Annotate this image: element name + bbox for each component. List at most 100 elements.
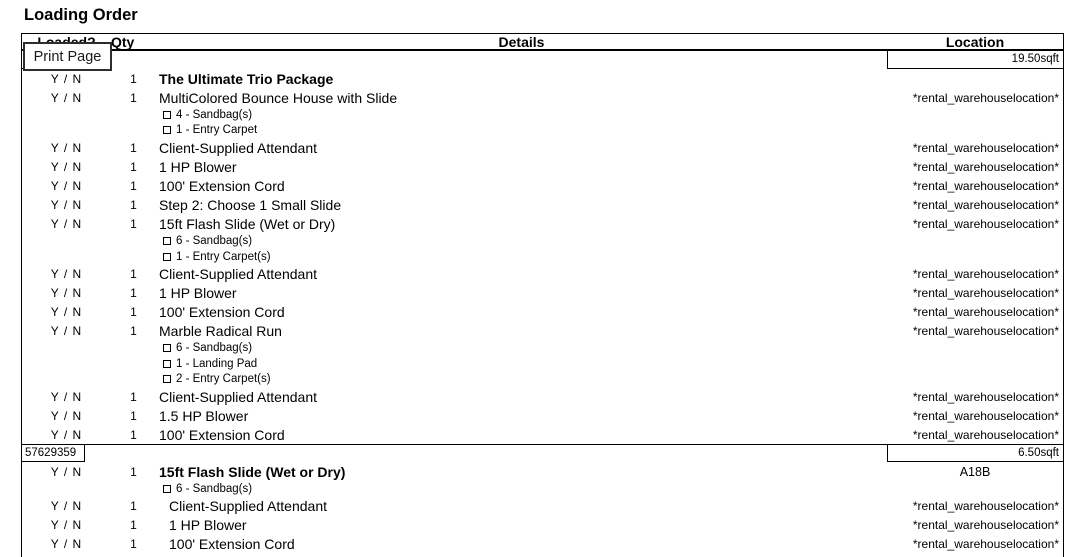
accessory-row: 6 - Sandbag(s) (22, 233, 1063, 249)
accessory-content: 6 - Sandbag(s) (156, 483, 1063, 495)
loaded-yn-cell: Y / N (50, 304, 83, 319)
qty-cell: 1 (130, 90, 137, 105)
checkbox-icon (163, 484, 171, 493)
loaded-yn-cell: Y / N (50, 159, 83, 174)
details-cell: Client-Supplied Attendant (159, 265, 317, 282)
qty-cell: 1 (130, 216, 137, 231)
details-cell: 100' Extension Cord (169, 536, 295, 553)
order-number: 57629359 (22, 445, 85, 463)
checkbox-icon (163, 126, 171, 135)
sqft-value: 6.50sqft (887, 445, 1063, 463)
details-cell: Client-Supplied Attendant (159, 388, 317, 405)
loaded-yn-cell: Y / N (50, 178, 83, 193)
details-cell: 15ft Flash Slide (Wet or Dry) (159, 215, 336, 232)
table-row: Y / N 1 Client-Supplied Attendant *rental_w… (22, 138, 1063, 157)
table-row: Y / N 1 100' Extension Cord *rental_warehou… (22, 176, 1063, 195)
location-cell: *rental_warehouselocation* (912, 499, 1059, 514)
table-row: Y / N 1 100' Extension Cord *rental_warehou… (22, 425, 1063, 444)
accessory-label: 6 - Sandbag(s) (176, 342, 253, 355)
checkbox-icon (163, 359, 171, 368)
accessory-content: 1 - Landing Pad (156, 358, 1063, 370)
qty-cell: 1 (130, 323, 137, 338)
location-cell: *rental_warehouselocation* (912, 178, 1059, 193)
loaded-yn-cell: Y / N (50, 408, 83, 423)
loaded-yn-cell: Y / N (50, 464, 83, 479)
qty-cell: 1 (130, 499, 137, 514)
loaded-yn-cell: Y / N (50, 216, 83, 231)
print-page-button[interactable]: Print Page (23, 42, 112, 71)
table-row: Y / N 1 1.5 HP Blower *rental_warehouseloca… (22, 406, 1063, 425)
table-row: Y / N 1 Client-Supplied Attendant *rental_w… (22, 387, 1063, 406)
page-title: Loading Order (24, 6, 138, 24)
header-details: Details (498, 33, 545, 50)
table-row: Y / N 1 Client-Supplied Attendant *rental_w… (22, 497, 1063, 516)
accessory-content: 6 - Sandbag(s) (156, 342, 1063, 354)
qty-cell: 1 (130, 140, 137, 155)
accessory-label: 1 - Entry Carpet(s) (176, 250, 271, 263)
qty-cell: 1 (130, 266, 137, 281)
details-cell: Step 2: Choose 1 Small Slide (159, 196, 342, 213)
details-cell: MultiColored Bounce House with Slide (159, 89, 398, 106)
loaded-yn-cell: Y / N (50, 323, 83, 338)
qty-cell: 1 (130, 464, 137, 479)
details-cell: 100' Extension Cord (159, 426, 285, 443)
details-cell: The Ultimate Trio Package (159, 70, 334, 87)
table-rows: 19.50sqft Y / N 1 The Ultimate Trio Package… (22, 51, 1063, 554)
details-cell: Client-Supplied Attendant (169, 498, 327, 515)
location-cell: *rental_warehouselocation* (912, 216, 1059, 231)
loaded-yn-cell: Y / N (50, 518, 83, 533)
accessory-label: 1 - Landing Pad (176, 357, 258, 370)
location-cell: *rental_warehouselocation* (912, 266, 1059, 281)
qty-cell: 1 (130, 389, 137, 404)
table-row: Y / N 1 MultiColored Bounce House with Sli… (22, 88, 1063, 107)
location-cell: *rental_warehouselocation* (912, 140, 1059, 155)
table-row: Y / N 1 1 HP Blower *rental_warehouselocati… (22, 283, 1063, 302)
checkbox-icon (163, 375, 171, 384)
accessory-content: 2 - Entry Carpet(s) (156, 373, 1063, 385)
table-header-row: Loaded? Qty Details Location (22, 34, 1063, 51)
table-row: Y / N 1 15ft Flash Slide (Wet or Dry) A18B (22, 462, 1063, 481)
location-cell: *rental_warehouselocation* (912, 389, 1059, 404)
details-cell: 100' Extension Cord (159, 303, 285, 320)
accessory-row: 6 - Sandbag(s) (22, 340, 1063, 356)
location-cell: *rental_warehouselocation* (912, 518, 1059, 533)
checkbox-icon (163, 110, 171, 119)
table-row: Y / N 1 Step 2: Choose 1 Small Slide *renta… (22, 195, 1063, 214)
accessory-content: 1 - Entry Carpet (156, 124, 1063, 136)
details-cell: 1 HP Blower (159, 158, 237, 175)
loaded-yn-cell: Y / N (50, 266, 83, 281)
location-cell: *rental_warehouselocation* (912, 427, 1059, 442)
sqft-value: 19.50sqft (887, 51, 1063, 69)
checkbox-icon (163, 236, 171, 245)
table-row: Y / N 1 The Ultimate Trio Package (22, 69, 1063, 88)
qty-cell: 1 (130, 71, 137, 86)
accessory-content: 1 - Entry Carpet(s) (156, 251, 1063, 263)
loaded-yn-cell: Y / N (50, 537, 83, 552)
table-row: Y / N 1 15ft Flash Slide (Wet or Dry) *rent… (22, 214, 1063, 233)
accessory-label: 1 - Entry Carpet (176, 124, 258, 137)
location-cell: *rental_warehouselocation* (912, 285, 1059, 300)
location-cell: A18B (959, 464, 991, 479)
loading-order-table: Loaded? Qty Details Location 19.50sqftY … (21, 33, 1064, 557)
qty-cell: 1 (130, 159, 137, 174)
loaded-yn-cell: Y / N (50, 285, 83, 300)
loaded-yn-cell: Y / N (50, 140, 83, 155)
table-row: Y / N 1 Client-Supplied Attendant *rental_w… (22, 264, 1063, 283)
qty-cell: 1 (130, 537, 137, 552)
table-row: Y / N 1 1 HP Blower *rental_warehouselocati… (22, 516, 1063, 535)
accessory-content: 4 - Sandbag(s) (156, 109, 1063, 121)
location-cell: *rental_warehouselocation* (912, 304, 1059, 319)
table-row: Y / N 1 1 HP Blower *rental_warehouselocati… (22, 157, 1063, 176)
details-cell: Client-Supplied Attendant (159, 139, 317, 156)
qty-cell: 1 (130, 178, 137, 193)
details-cell: 1.5 HP Blower (159, 407, 249, 424)
accessory-label: 2 - Entry Carpet(s) (176, 373, 271, 386)
accessory-label: 4 - Sandbag(s) (176, 108, 253, 121)
accessory-row: 1 - Landing Pad (22, 356, 1063, 372)
location-cell: *rental_warehouselocation* (912, 537, 1059, 552)
loaded-yn-cell: Y / N (50, 71, 83, 86)
table-row: Y / N 1 Marble Radical Run *rental_warehous… (22, 321, 1063, 340)
accessory-row: 1 - Entry Carpet(s) (22, 249, 1063, 265)
qty-cell: 1 (130, 408, 137, 423)
section-divider-row: 57629359 6.50sqft (22, 444, 1063, 463)
